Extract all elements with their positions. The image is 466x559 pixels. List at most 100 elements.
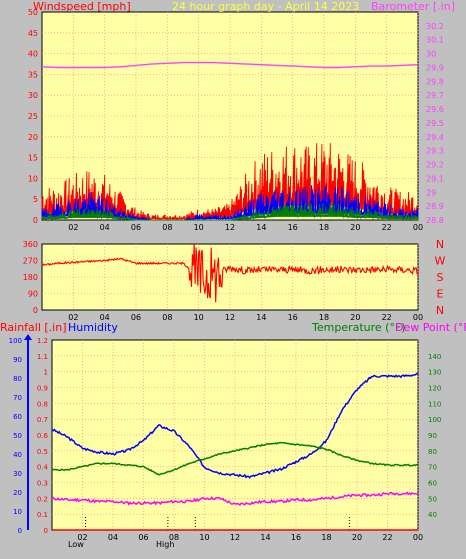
climate-x-tick-label: 06 (138, 533, 148, 542)
humidity-line (51, 372, 419, 479)
wind-x-tick-label: 18 (319, 223, 329, 232)
dewpoint-axis-label: Dew Point (°F) (395, 321, 466, 334)
wind-x-tick-label: 08 (162, 223, 172, 232)
temperature-tick-label: 120 (428, 385, 441, 393)
windspeed-tick-label: 30 (28, 91, 38, 100)
direction-x-tick-label: 22 (382, 313, 392, 322)
wind-x-tick-label: 22 (382, 223, 392, 232)
climate-x-tick-label: 02 (77, 533, 87, 542)
humidity-tick-label: 100 (9, 337, 22, 345)
temperature-tick-label: 100 (428, 416, 441, 424)
rainfall-tick-label: 0.9 (37, 385, 48, 393)
direction-x-tick-label: 14 (256, 313, 266, 322)
barometer-tick-label: 29 (426, 188, 436, 197)
wind-x-tick-label: 04 (100, 223, 110, 232)
windspeed-tick-label: 50 (28, 8, 38, 17)
humidity-axis-arrow (24, 334, 32, 340)
humidity-tick-label: 50 (13, 432, 22, 440)
direction-x-tick-label: 16 (288, 313, 298, 322)
barometer-line (42, 61, 419, 69)
barometer-tick-label: 29.9 (426, 63, 444, 72)
compass-label: S (437, 271, 444, 284)
compass-label: W (435, 255, 446, 268)
windspeed-tick-label: 25 (28, 112, 38, 121)
climate-x-tick-label: 00 (413, 533, 423, 542)
direction-x-tick-label: 06 (131, 313, 141, 322)
wind-x-tick-label: 10 (194, 223, 204, 232)
barometer-tick-label: 29.3 (426, 147, 444, 156)
rainfall-tick-label: 0.7 (37, 416, 48, 424)
wind-x-tick-label: 20 (350, 223, 360, 232)
humidity-tick-label: 90 (13, 356, 22, 364)
wind-barometer-panel: 02 04 06 08 10 12 14 16 18 20 22 000510152025303540… (28, 8, 444, 232)
barometer-tick-label: 29.2 (426, 161, 444, 170)
direction-x-tick-label: 08 (162, 313, 172, 322)
high-marker-label: High (156, 540, 174, 549)
windspeed-tick-label: 0 (33, 216, 38, 225)
humidity-tick-label: 10 (13, 508, 22, 516)
temperature-tick-label: 90 (428, 432, 437, 440)
climate-x-tick-label: 16 (291, 533, 301, 542)
rainfall-tick-label: 0 (44, 527, 48, 535)
wind-average-line (41, 185, 419, 222)
windspeed-tick-label: 40 (28, 50, 38, 59)
rainfall-tick-label: 1.1 (37, 353, 48, 361)
wind-x-tick-label: 12 (225, 223, 235, 232)
rainfall-tick-label: 0.8 (37, 400, 48, 408)
direction-x-tick-label: 02 (68, 313, 78, 322)
direction-x-tick-label: 12 (225, 313, 235, 322)
barometer-tick-label: 30.1 (426, 36, 444, 45)
rainfall-tick-label: 0.2 (37, 495, 48, 503)
humidity-tick-label: 0 (18, 527, 22, 535)
temp-humidity-panel: 02 04 06 08 10 12 14 16 18 20 22 0000.10.20.30.40.5… (9, 334, 441, 542)
climate-x-tick-label: 12 (230, 533, 240, 542)
rainfall-tick-label: 0.5 (37, 448, 48, 456)
windspeed-tick-label: 5 (33, 195, 38, 204)
temperature-tick-label: 110 (428, 400, 441, 408)
humidity-tick-label: 70 (13, 394, 22, 402)
wind-low-line (41, 202, 419, 222)
climate-x-tick-label: 20 (352, 533, 362, 542)
wind-x-tick-label: 06 (131, 223, 141, 232)
direction-tick-label: 360 (23, 240, 38, 249)
temperature-tick-label: 140 (428, 353, 441, 361)
wind-x-tick-label: 02 (68, 223, 78, 232)
rainfall-tick-label: 0.4 (37, 464, 49, 472)
temperature-tick-label: 50 (428, 495, 437, 503)
wind-x-tick-label: 14 (256, 223, 266, 232)
climate-x-tick-label: 08 (169, 533, 179, 542)
temperature-tick-label: 80 (428, 448, 437, 456)
low-marker-label: Low (68, 540, 84, 549)
windspeed-tick-label: 45 (28, 29, 38, 38)
direction-x-tick-label: 00 (413, 313, 423, 322)
climate-x-tick-label: 10 (199, 533, 209, 542)
dew-point-line (51, 491, 419, 506)
direction-x-tick-label: 18 (319, 313, 329, 322)
direction-x-tick-label: 04 (100, 313, 110, 322)
direction-tick-label: 0 (33, 306, 38, 315)
barometer-tick-label: 28.8 (426, 216, 444, 225)
windspeed-tick-label: 15 (28, 154, 38, 163)
wind-direction-line (42, 243, 419, 303)
wind-x-tick-label: 16 (288, 223, 298, 232)
compass-label: N (436, 304, 444, 317)
wind-x-tick-label: 00 (413, 223, 423, 232)
barometer-tick-label: 29.4 (426, 133, 444, 142)
temperature-tick-label: 40 (428, 511, 437, 519)
rainfall-tick-label: 1 (44, 369, 48, 377)
direction-x-tick-label: 10 (194, 313, 204, 322)
climate-x-tick-label: 18 (321, 533, 331, 542)
humidity-axis-label: Humidity (68, 321, 118, 334)
barometer-tick-label: 29.6 (426, 105, 444, 114)
humidity-tick-label: 60 (13, 413, 22, 421)
barometer-tick-label: 29.7 (426, 91, 444, 100)
temperature-tick-label: 60 (428, 480, 437, 488)
compass-label: E (437, 288, 444, 301)
temperature-axis-label: Temperature (°F) (311, 321, 406, 334)
compass-label: N (436, 238, 444, 251)
windspeed-tick-label: 20 (28, 133, 38, 142)
barometer-tick-label: 29.5 (426, 119, 444, 128)
